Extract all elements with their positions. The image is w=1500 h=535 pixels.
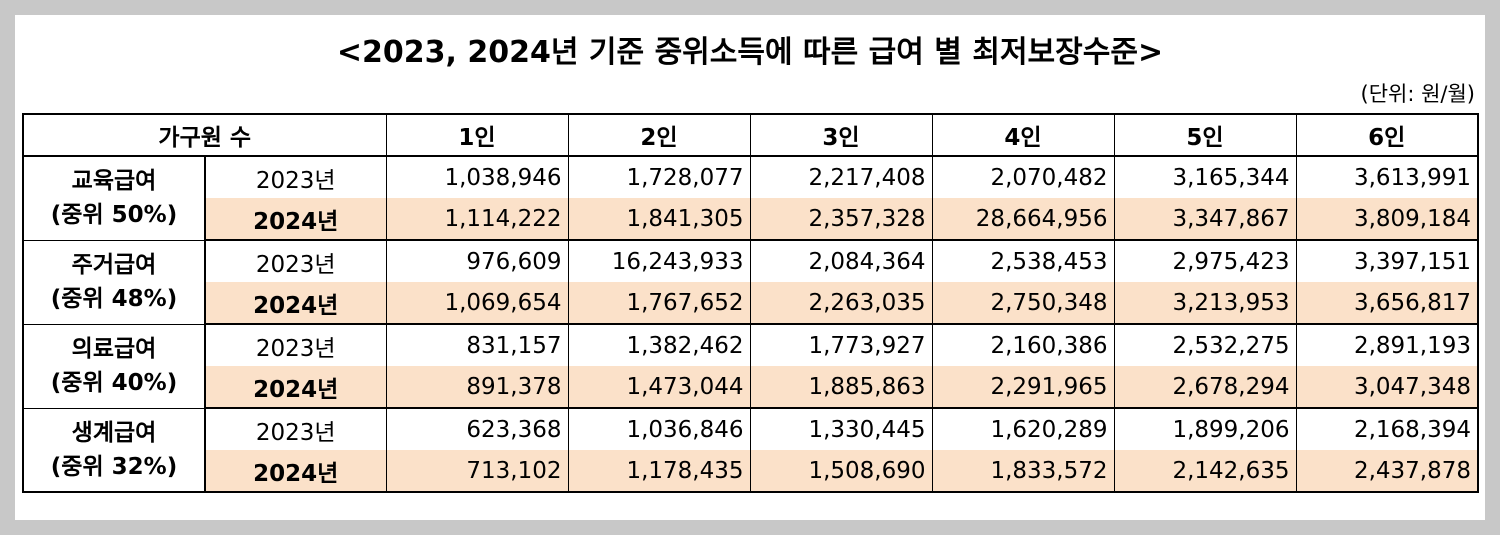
amount-cell: 28,664,956: [931, 198, 1115, 241]
year-cell: 2024년: [205, 450, 387, 493]
amount-cell: 2,975,423: [1113, 239, 1297, 282]
table-row: 주거급여 (중위 48%) 2023년 976,609 16,243,933 2,084,…: [22, 239, 1479, 324]
amount-cell: 1,473,044: [567, 366, 751, 409]
amount-cell: 831,157: [385, 323, 569, 366]
amount-cell: 3,047,348: [1295, 366, 1479, 409]
median-ratio: (중위 40%): [50, 370, 178, 396]
amount-cell: 2,070,482: [931, 155, 1115, 198]
amount-cell: 2,891,193: [1295, 323, 1479, 366]
table-row: 생계급여 (중위 32%) 2023년 623,368 1,036,846 1,330,4…: [22, 407, 1479, 492]
table-row: 2024년 1,069,654 1,767,652 2,263,035 2,750,34…: [23, 282, 1479, 325]
amount-cell: 1,038,946: [385, 155, 569, 198]
amount-cell: 1,885,863: [749, 366, 933, 409]
table-row: 교육급여 (중위 50%) 2023년 1,038,946 1,728,077 2,217…: [22, 155, 1479, 240]
size-header: 3인: [749, 113, 933, 157]
amount-cell: 623,368: [385, 407, 569, 450]
median-ratio: (중위 48%): [50, 286, 178, 312]
amount-cell: 1,728,077: [567, 155, 751, 198]
amount-cell: 3,213,953: [1113, 282, 1297, 325]
size-header: 5인: [1113, 113, 1297, 157]
amount-cell: 2,084,364: [749, 239, 933, 282]
page-title: <2023, 2024년 기준 중위소득에 따른 급여 별 최저보장수준>: [336, 35, 1164, 70]
amount-cell: 1,114,222: [385, 198, 569, 241]
year-cell: 2023년: [205, 155, 387, 198]
amount-cell: 2,538,453: [931, 239, 1115, 282]
year-cell: 2023년: [205, 323, 387, 366]
amount-cell: 2,291,965: [931, 366, 1115, 409]
amount-cell: 1,508,690: [749, 450, 933, 493]
amount-cell: 1,899,206: [1113, 407, 1297, 450]
amount-cell: 1,036,846: [567, 407, 751, 450]
benefit-name: 주거급여: [71, 252, 157, 278]
benefit-name: 교육급여: [71, 168, 157, 195]
household-header: 가구원 수: [22, 113, 387, 157]
amount-cell: 1,833,572: [931, 450, 1115, 493]
table-row: 의료급여 (중위 40%) 2023년 831,157 1,382,462 1,773,9…: [22, 323, 1479, 408]
amount-cell: 1,620,289: [931, 407, 1115, 450]
amount-cell: 2,160,386: [931, 323, 1115, 366]
amount-cell: 3,165,344: [1113, 155, 1297, 198]
amount-cell: 2,532,275: [1113, 323, 1297, 366]
amount-cell: 2,217,408: [749, 155, 933, 198]
amount-cell: 16,243,933: [567, 239, 751, 282]
size-header: 2인: [567, 113, 751, 157]
amount-cell: 1,178,435: [567, 450, 751, 493]
amount-cell: 2,437,878: [1295, 450, 1479, 493]
amount-cell: 1,330,445: [749, 407, 933, 450]
year-cell: 2024년: [205, 282, 387, 325]
amount-cell: 713,102: [385, 450, 569, 493]
year-cell: 2024년: [205, 198, 387, 241]
amount-cell: 891,378: [385, 366, 569, 409]
amount-cell: 1,773,927: [749, 323, 933, 366]
table-row: 2024년 891,378 1,473,044 1,885,863 2,291,965 2…: [23, 366, 1479, 409]
benefit-category: 주거급여 (중위 48%): [22, 239, 206, 324]
benefit-name: 의료급여: [71, 336, 157, 362]
amount-cell: 3,397,151: [1295, 239, 1479, 282]
amount-cell: 2,263,035: [749, 282, 933, 325]
amount-cell: 2,750,348: [931, 282, 1115, 325]
benefit-category: 의료급여 (중위 40%): [22, 323, 206, 408]
unit-note: (단위: 원/월): [1360, 82, 1476, 106]
amount-cell: 2,357,328: [749, 198, 933, 241]
amount-cell: 3,613,991: [1295, 155, 1479, 198]
amount-cell: 1,382,462: [567, 323, 751, 366]
table-row: 2024년 1,114,222 1,841,305 2,357,328 28,664,9…: [23, 198, 1479, 241]
year-cell: 2023년: [205, 239, 387, 282]
table-row: 2024년 713,102 1,178,435 1,508,690 1,833,572 2…: [23, 450, 1479, 493]
benefit-category: 교육급여 (중위 50%): [22, 155, 206, 240]
median-ratio: (중위 50%): [50, 202, 178, 229]
size-header: 6인: [1295, 113, 1479, 157]
amount-cell: 3,809,184: [1295, 198, 1479, 241]
median-ratio: (중위 32%): [50, 453, 178, 480]
document-panel: <2023, 2024년 기준 중위소득에 따른 급여 별 최저보장수준> (단…: [15, 15, 1485, 520]
size-header: 4인: [931, 113, 1115, 157]
amount-cell: 1,069,654: [385, 282, 569, 325]
amount-cell: 976,609: [385, 239, 569, 282]
amount-cell: 1,841,305: [567, 198, 751, 241]
amount-cell: 2,168,394: [1295, 407, 1479, 450]
size-header: 1인: [385, 113, 569, 157]
amount-cell: 3,347,867: [1113, 198, 1297, 241]
year-cell: 2024년: [205, 366, 387, 409]
benefit-category: 생계급여 (중위 32%): [22, 407, 206, 492]
benefit-name: 생계급여: [71, 419, 157, 446]
year-cell: 2023년: [205, 407, 387, 450]
amount-cell: 1,767,652: [567, 282, 751, 325]
amount-cell: 2,142,635: [1113, 450, 1297, 493]
amount-cell: 2,678,294: [1113, 366, 1297, 409]
header-row: 가구원 수 1인 2인 3인 4인 5인 6인: [22, 113, 1479, 157]
amount-cell: 3,656,817: [1295, 282, 1479, 325]
benefit-table: 가구원 수 1인 2인 3인 4인 5인 6인 교육급여 (중위 50%) 2023…: [22, 113, 1479, 493]
